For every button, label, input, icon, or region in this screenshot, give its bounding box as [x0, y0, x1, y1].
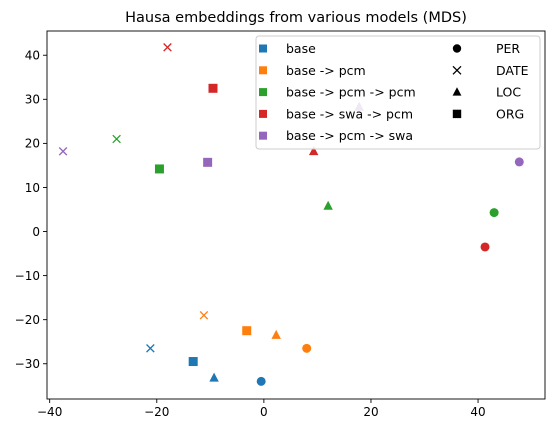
legend-marker-series	[259, 109, 267, 118]
y-tick-label: 0	[32, 225, 40, 239]
data-point-loc	[209, 372, 219, 382]
chart-title: Hausa embeddings from various models (MD…	[125, 10, 467, 26]
data-point-date	[112, 134, 121, 144]
plot-frame	[46, 30, 546, 400]
y-tick-label: 10	[25, 181, 40, 195]
x-tick-label: −20	[144, 405, 169, 419]
data-point-org	[203, 157, 213, 167]
y-tick-label: −30	[15, 357, 40, 371]
y-tick-label: −20	[15, 313, 40, 327]
legend-label-series: base -> swa -> pcm	[286, 106, 413, 121]
legend-marker-type	[452, 109, 462, 119]
legend-marker-type	[452, 87, 462, 96]
x-tick-label: 40	[470, 405, 485, 419]
legend-label-series: base	[286, 41, 316, 56]
data-point-per	[480, 242, 490, 252]
axes: −40 −20 0 20 40 −30 −20 −10 0 10 20 30 40	[15, 30, 546, 419]
data-point-date	[58, 147, 68, 156]
legend-marker-series	[259, 66, 267, 75]
y-tick-label: −10	[15, 269, 40, 283]
legend-label-type: LOC	[496, 85, 521, 100]
legend-label-type: DATE	[496, 63, 529, 78]
data-point-per	[514, 157, 524, 167]
legend-marker-series	[259, 44, 267, 53]
data-point-date	[146, 344, 155, 353]
legend-label-type: ORG	[496, 106, 524, 121]
legend-marker-type	[452, 44, 462, 53]
data-point-date	[163, 43, 172, 52]
data-point-loc	[308, 146, 319, 156]
data-point-org	[154, 164, 164, 174]
y-tick-label: 40	[25, 49, 40, 63]
data-point-org	[188, 357, 198, 367]
legend-label-series: base -> pcm -> pcm	[286, 85, 416, 100]
data-point-date	[199, 310, 209, 320]
legend-box	[255, 35, 541, 150]
legend-marker-type	[452, 65, 462, 75]
x-tick-label: −40	[37, 405, 62, 419]
y-tick-label: 20	[25, 137, 40, 151]
data-point-per	[489, 208, 499, 218]
legend-label-series: base -> pcm -> swa	[286, 128, 413, 143]
legend-label-type: PER	[496, 41, 520, 56]
x-tick-label: 20	[363, 405, 378, 419]
data-point-loc	[271, 329, 281, 339]
x-tick-label: 0	[260, 405, 268, 419]
legend-label-series: base -> pcm	[286, 63, 366, 78]
data-point-org	[242, 326, 252, 336]
legend-marker-series	[259, 131, 267, 140]
y-tick-label: 30	[25, 93, 40, 107]
data-point-org	[208, 83, 218, 93]
data-point-per	[256, 376, 266, 386]
data-point-per	[302, 343, 312, 353]
legend: base base -> pcm base -> pcm -> pcm base ->…	[255, 35, 541, 150]
data-points	[58, 43, 524, 386]
legend-marker-series	[259, 88, 267, 97]
data-point-loc	[323, 200, 333, 210]
